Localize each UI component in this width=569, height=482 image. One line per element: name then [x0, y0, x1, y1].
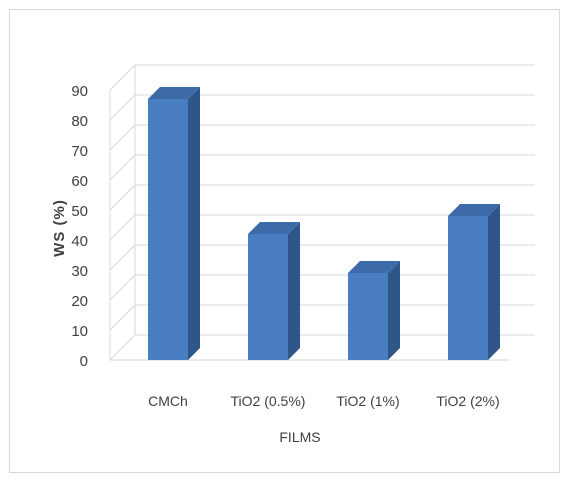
bar-front — [248, 234, 288, 360]
gridline-side-40 — [109, 214, 136, 241]
gridline-side-50 — [109, 184, 136, 211]
bar-top — [448, 204, 500, 216]
gridline-side-30 — [109, 244, 136, 271]
bar-side — [388, 261, 400, 360]
bar-front — [448, 216, 488, 360]
y-axis-title: WS (%) — [51, 199, 68, 257]
gridline-side-10 — [109, 304, 136, 331]
y-tick-label: 10 — [71, 323, 88, 340]
y-tick-label: 30 — [71, 263, 88, 280]
bar-tio2-2- — [448, 204, 500, 360]
bars — [148, 87, 500, 360]
bar-tio2-1- — [348, 261, 400, 360]
bar-cmch — [148, 87, 200, 360]
y-tick-label: 70 — [71, 143, 88, 160]
y-tick-label: 40 — [71, 233, 88, 250]
x-axis-title: FILMS — [279, 429, 320, 445]
bar-side — [488, 204, 500, 360]
y-tick-label: 80 — [71, 113, 88, 130]
gridline-side-70 — [109, 124, 136, 151]
gridline-side-90 — [109, 64, 136, 91]
bar-top — [148, 87, 200, 99]
y-tick-labels: 0 10 20 30 40 50 60 70 80 90 — [71, 83, 88, 370]
bar-front — [348, 273, 388, 360]
bar-top — [348, 261, 400, 273]
x-category-label: CMCh — [148, 393, 188, 409]
bar-tio2-0-5- — [248, 222, 300, 360]
x-category-label: TiO2 (1%) — [336, 393, 399, 409]
y-tick-label: 90 — [71, 83, 88, 100]
y-tick-label: 0 — [80, 353, 88, 370]
gridline-side-20 — [109, 274, 136, 301]
x-category-label: TiO2 (0.5%) — [231, 393, 306, 409]
y-tick-label: 60 — [71, 173, 88, 190]
gridline-side-0 — [109, 334, 136, 361]
gridline-side-60 — [109, 154, 136, 181]
gridline-side-80 — [109, 94, 136, 121]
x-category-labels: CMCh TiO2 (0.5%) TiO2 (1%) TiO2 (2%) — [148, 393, 499, 409]
bar-front — [148, 99, 188, 360]
bar-side — [288, 222, 300, 360]
bar-top — [248, 222, 300, 234]
y-tick-label: 50 — [71, 203, 88, 220]
bar-side — [188, 87, 200, 360]
y-tick-label: 20 — [71, 293, 88, 310]
x-category-label: TiO2 (2%) — [436, 393, 499, 409]
